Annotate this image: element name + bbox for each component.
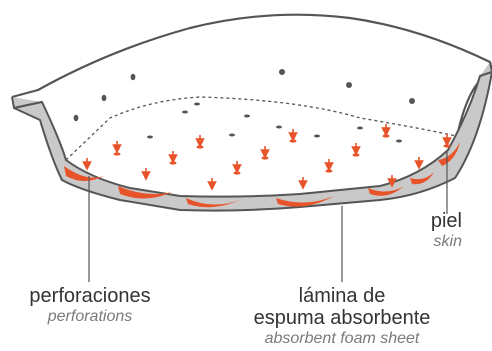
hole bbox=[314, 134, 320, 138]
label-perforations: perforaciones perforations bbox=[6, 285, 174, 326]
mark bbox=[289, 139, 297, 143]
hole bbox=[130, 73, 136, 81]
absorbent-pads bbox=[64, 142, 460, 208]
pad bbox=[186, 198, 240, 208]
hole bbox=[73, 114, 79, 122]
floor-perforations bbox=[147, 102, 402, 143]
floor-dashed-edge bbox=[65, 96, 457, 161]
tray-back-wall bbox=[11, 13, 492, 133]
pad bbox=[438, 142, 460, 166]
hole bbox=[147, 135, 153, 139]
pad bbox=[276, 196, 334, 207]
hole bbox=[409, 98, 415, 104]
hole bbox=[276, 125, 282, 129]
hole bbox=[357, 126, 363, 130]
mark bbox=[113, 152, 121, 156]
mark bbox=[352, 153, 360, 157]
hole bbox=[182, 110, 188, 114]
label-skin-sub: skin bbox=[433, 233, 462, 250]
label-foam-line1: lámina de bbox=[298, 285, 386, 307]
perforation-marks bbox=[113, 134, 451, 175]
hole bbox=[229, 133, 235, 137]
label-foam-line2: espuma absorbente bbox=[253, 307, 431, 329]
mark bbox=[325, 169, 333, 173]
leader-lines bbox=[88, 152, 448, 282]
label-skin: piel skin bbox=[431, 210, 462, 251]
pad bbox=[118, 186, 172, 199]
hole bbox=[279, 69, 285, 75]
hole bbox=[396, 139, 402, 143]
hole bbox=[101, 94, 107, 102]
pad bbox=[410, 172, 434, 185]
mark bbox=[261, 156, 269, 160]
label-perforations-sub: perforations bbox=[47, 308, 133, 325]
label-perforations-main: perforaciones bbox=[29, 285, 151, 307]
mark bbox=[196, 145, 204, 149]
drip-arrows bbox=[82, 124, 452, 191]
hole bbox=[194, 102, 200, 106]
mark bbox=[233, 171, 241, 175]
mark bbox=[443, 144, 451, 148]
mark bbox=[382, 134, 390, 138]
hole bbox=[244, 114, 250, 118]
hole bbox=[346, 82, 352, 88]
mark bbox=[169, 161, 177, 165]
label-foam-sub: absorbent foam sheet bbox=[264, 330, 420, 347]
label-skin-main: piel bbox=[430, 210, 462, 232]
wall-holes bbox=[73, 69, 415, 122]
pad bbox=[368, 186, 404, 196]
pad bbox=[64, 166, 104, 181]
label-foam: lámina de espuma absorbente absorbent fo… bbox=[222, 285, 462, 348]
